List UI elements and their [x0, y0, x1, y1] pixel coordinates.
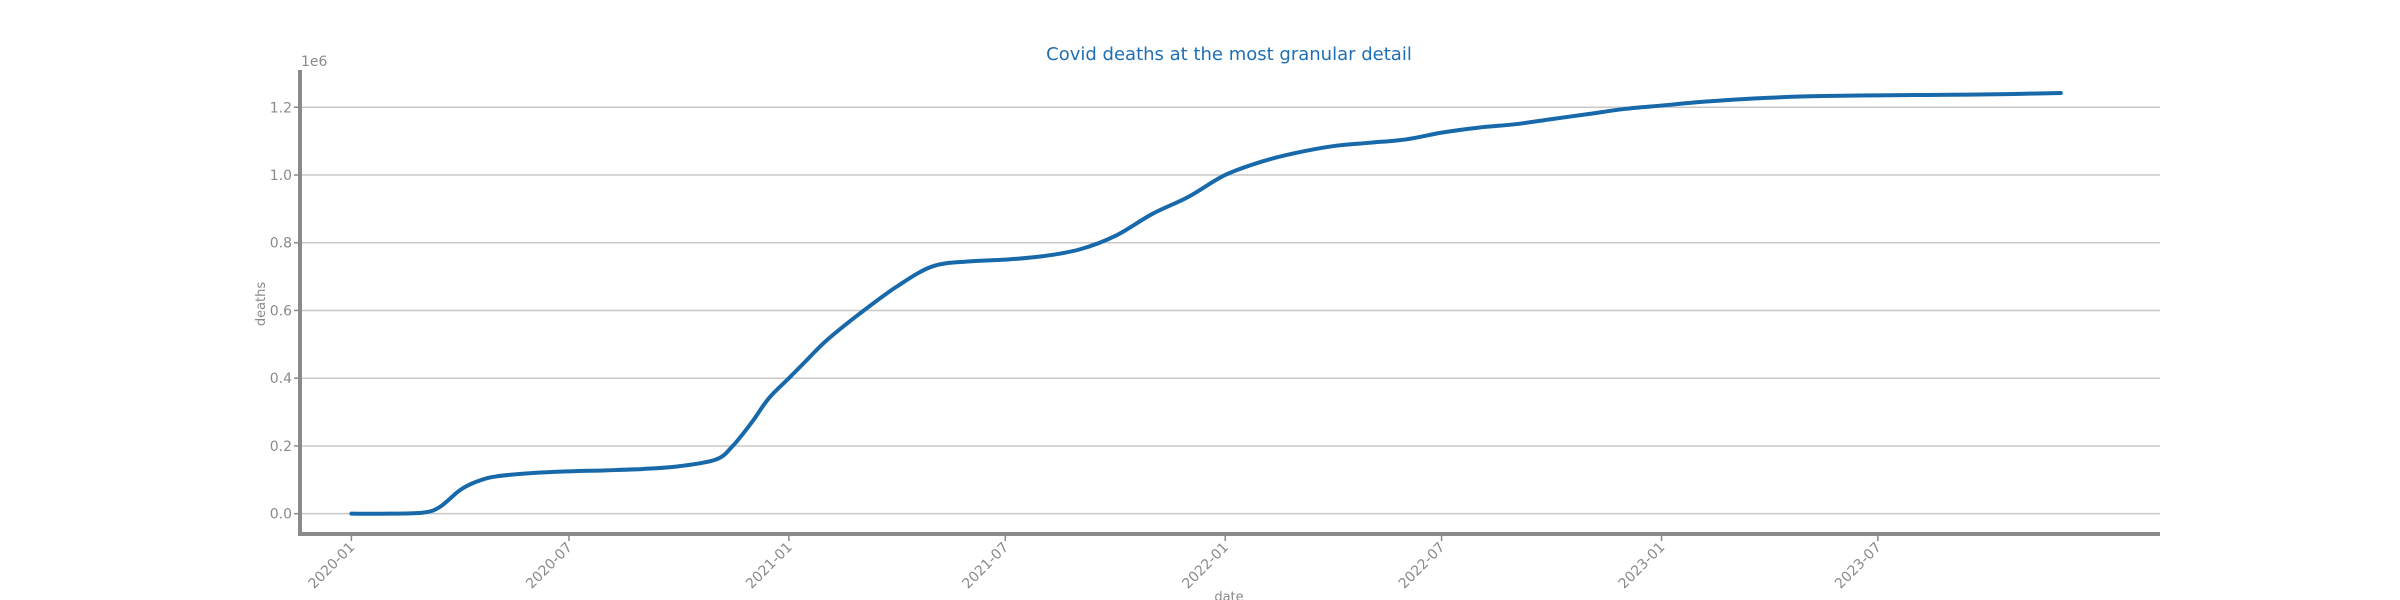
y-tick-label: 0.4: [270, 371, 292, 387]
x-tick-label: 2020-07: [523, 540, 576, 593]
y-axis-label: deaths: [254, 282, 269, 327]
y-tick-label: 0.8: [270, 236, 292, 252]
y-tick-label: 0.0: [270, 507, 292, 523]
x-tick-label: 2023-01: [1616, 540, 1669, 593]
x-axis-label: date: [1214, 590, 1243, 600]
series-layer: [349, 91, 2063, 516]
x-tick-label: 2021-01: [743, 540, 796, 593]
chart-title: Covid deaths at the most granular detail: [1046, 44, 1412, 65]
y-axis-ticks: 0.0 0.2 0.4 0.6 0.8 1.0 1.2: [270, 100, 300, 523]
y-axis-scale-label: 1e6: [301, 54, 328, 70]
y-tick-label: 0.2: [270, 439, 292, 455]
x-axis-ticks: 2020-01 2020-07 2021-01 2021-07 2022-01 2022-…: [306, 534, 1885, 592]
deaths-series-line: [349, 91, 2063, 516]
x-tick-label: 2021-07: [959, 540, 1012, 593]
y-tick-label: 1.2: [270, 100, 292, 116]
y-tick-label: 1.0: [270, 168, 292, 184]
x-tick-label: 2020-01: [306, 540, 359, 593]
x-tick-label: 2022-01: [1179, 540, 1232, 593]
x-tick-label: 2023-07: [1832, 540, 1885, 593]
grid-lines: [300, 106, 2160, 515]
x-tick-label: 2022-07: [1396, 540, 1449, 593]
y-tick-label: 0.6: [270, 303, 292, 319]
